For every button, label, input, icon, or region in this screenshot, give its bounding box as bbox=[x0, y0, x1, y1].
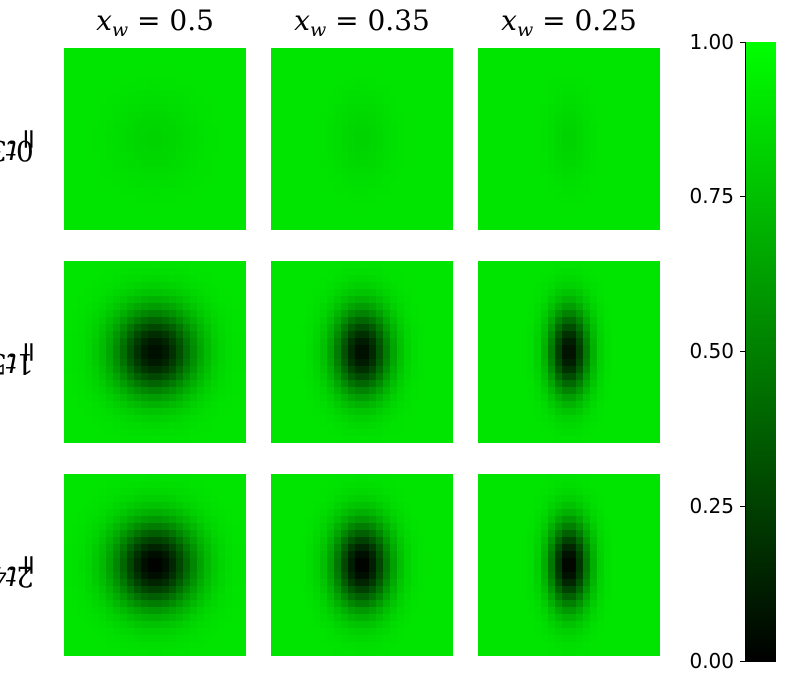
column-header-3: xw = 0.25 bbox=[501, 4, 637, 41]
column-header-2: xw = 0.35 bbox=[294, 4, 430, 41]
colorbar-tick-label: 0.25 bbox=[689, 494, 734, 518]
colorbar-gradient bbox=[746, 42, 776, 662]
colorbar-tick-label: 0.75 bbox=[689, 184, 734, 208]
heatmap-panel-3-2 bbox=[271, 474, 453, 656]
colorbar-tick bbox=[740, 351, 746, 352]
heatmap-panel-3-1 bbox=[64, 474, 246, 656]
colorbar-tick-label: 1.00 bbox=[689, 30, 734, 54]
heatmap-panel-1-2 bbox=[271, 48, 453, 230]
column-header-1: xw = 0.5 bbox=[96, 4, 214, 41]
heatmap-grid bbox=[64, 48, 660, 656]
colorbar-tick-label: 0.50 bbox=[689, 339, 734, 363]
colorbar-tick bbox=[740, 506, 746, 507]
heatmap-panel-2-1 bbox=[64, 261, 246, 443]
colorbar-axis bbox=[745, 42, 746, 662]
colorbar-tick bbox=[740, 196, 746, 197]
heatmap-panel-3-3 bbox=[478, 474, 660, 656]
heatmap-panel-2-3 bbox=[478, 261, 660, 443]
colorbar-tick-label: 0.00 bbox=[689, 649, 734, 673]
heatmap-panel-2-2 bbox=[271, 261, 453, 443]
heatmap-panel-1-3 bbox=[478, 48, 660, 230]
colorbar-tick bbox=[740, 661, 746, 662]
colorbar-tick bbox=[740, 42, 746, 43]
heatmap-panel-1-1 bbox=[64, 48, 246, 230]
